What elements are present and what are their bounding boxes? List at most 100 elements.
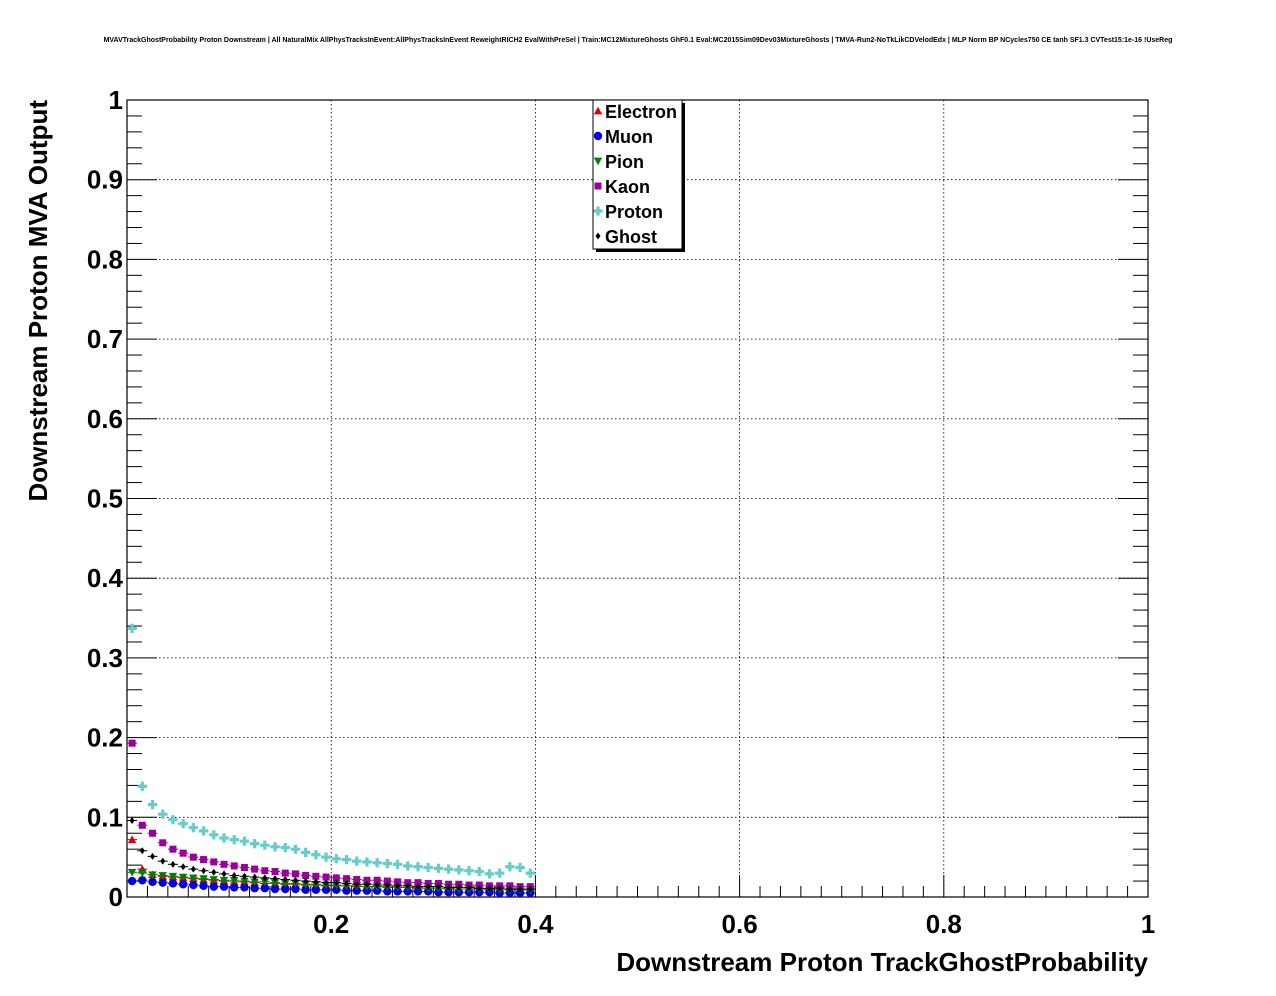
proton-point <box>403 861 413 871</box>
ghost-point <box>425 883 431 891</box>
muon-point <box>230 883 239 892</box>
pion-point <box>189 874 198 883</box>
pion-point <box>240 877 249 886</box>
y-tick-label: 1 <box>109 85 123 115</box>
ghost-point <box>180 863 186 871</box>
ghost-point <box>282 875 288 883</box>
proton-point <box>352 856 362 866</box>
tick-labels: 0.2 0.4 0.6 0.8 1 0 0.1 0.2 0.3 0.4 0.5 0.6 0.7 0.8 0.… <box>87 85 1155 939</box>
ghost-point <box>252 873 258 881</box>
legend-marker-pion <box>593 157 603 166</box>
kaon-point <box>210 858 218 866</box>
kaon-point <box>343 875 351 883</box>
legend-marker-muon <box>593 131 603 141</box>
muon-point <box>250 884 259 893</box>
pion-point <box>301 880 310 889</box>
ghost-point <box>221 870 227 878</box>
proton-point <box>137 781 147 791</box>
y-tick-label: 0.9 <box>87 165 123 195</box>
electron-point <box>127 835 137 843</box>
proton-point <box>433 863 444 873</box>
pion-point <box>291 880 300 888</box>
legend-marker-kaon <box>594 182 602 190</box>
kaon-point <box>353 875 361 883</box>
muon-point <box>291 884 300 894</box>
proton-point <box>229 835 239 845</box>
chart-title: MVAVTrackGhostProbability Proton Downstr… <box>104 37 1173 44</box>
pion-point <box>209 876 218 884</box>
kaon-point <box>312 872 320 880</box>
y-tick-label: 0.8 <box>87 244 123 274</box>
legend-box <box>592 99 683 250</box>
proton-point <box>392 859 403 869</box>
y-axis-label: Downstream Proton MVA Output <box>23 100 53 502</box>
kaon-point <box>271 867 279 875</box>
y-tick-label: 0.3 <box>87 643 123 673</box>
proton-point <box>280 842 290 853</box>
ghost-point <box>160 857 166 865</box>
proton-point <box>158 809 168 819</box>
proton-point <box>301 847 311 857</box>
series-proton <box>127 623 536 879</box>
muon-point <box>158 878 167 887</box>
kaon-point <box>363 876 371 884</box>
kaon-point <box>291 870 299 878</box>
kaon-point <box>251 865 259 873</box>
legend-label-pion: Pion <box>605 152 644 172</box>
x-tick-label: 0.8 <box>926 909 962 939</box>
kaon-point <box>189 853 197 861</box>
proton-point <box>454 865 464 875</box>
proton-point <box>321 852 331 862</box>
x-axis-label: Downstream Proton TrackGhostProbability <box>616 947 1148 977</box>
ghost-point <box>292 876 298 884</box>
ghost-point <box>476 884 482 892</box>
proton-point <box>444 864 454 874</box>
muon-point <box>321 885 331 895</box>
pion-point <box>260 878 270 887</box>
ghost-point <box>415 883 421 891</box>
legend-label-electron: Electron <box>605 102 677 122</box>
ghost-point <box>374 881 380 889</box>
ghost-point <box>170 860 176 868</box>
y-tick-label: 0.6 <box>87 404 123 434</box>
y-tick-label: 0.1 <box>87 802 123 832</box>
ghost-point <box>527 885 533 893</box>
y-tick-label: 0.7 <box>87 324 123 354</box>
proton-point <box>372 858 382 868</box>
kaon-point <box>128 739 136 747</box>
muon-point <box>311 885 321 895</box>
muon-point <box>332 885 341 895</box>
kaon-point <box>373 876 381 884</box>
proton-point <box>525 868 535 878</box>
proton-point <box>219 833 229 843</box>
x-tick-label: 0.4 <box>517 909 554 939</box>
ghost-point <box>497 884 503 892</box>
proton-point <box>341 854 352 865</box>
ghost-point <box>364 880 370 888</box>
kaon-point <box>240 864 248 872</box>
legend: Electron Muon Pion Kaon Proton Ghost <box>592 99 685 252</box>
ghost-point <box>190 865 196 873</box>
ghost-point <box>150 852 156 860</box>
ghost-point <box>517 885 523 893</box>
proton-point <box>178 819 188 829</box>
muon-point <box>342 886 351 895</box>
ghost-point <box>231 871 237 879</box>
kaon-point <box>220 860 228 868</box>
data-points <box>127 623 536 898</box>
ghost-point <box>456 883 462 891</box>
x-tick-label: 0.2 <box>313 909 349 939</box>
pion-point <box>168 872 178 881</box>
proton-point <box>331 854 341 864</box>
ghost-point <box>507 885 513 893</box>
proton-point <box>382 858 392 869</box>
proton-point <box>484 869 495 879</box>
muon-point <box>127 876 137 886</box>
legend-marker-electron <box>593 106 603 115</box>
proton-point <box>127 623 137 634</box>
muon-point <box>178 880 188 889</box>
ghost-point <box>344 879 350 887</box>
muon-point <box>270 884 280 894</box>
kaon-point <box>138 821 146 829</box>
muon-point <box>199 881 208 891</box>
